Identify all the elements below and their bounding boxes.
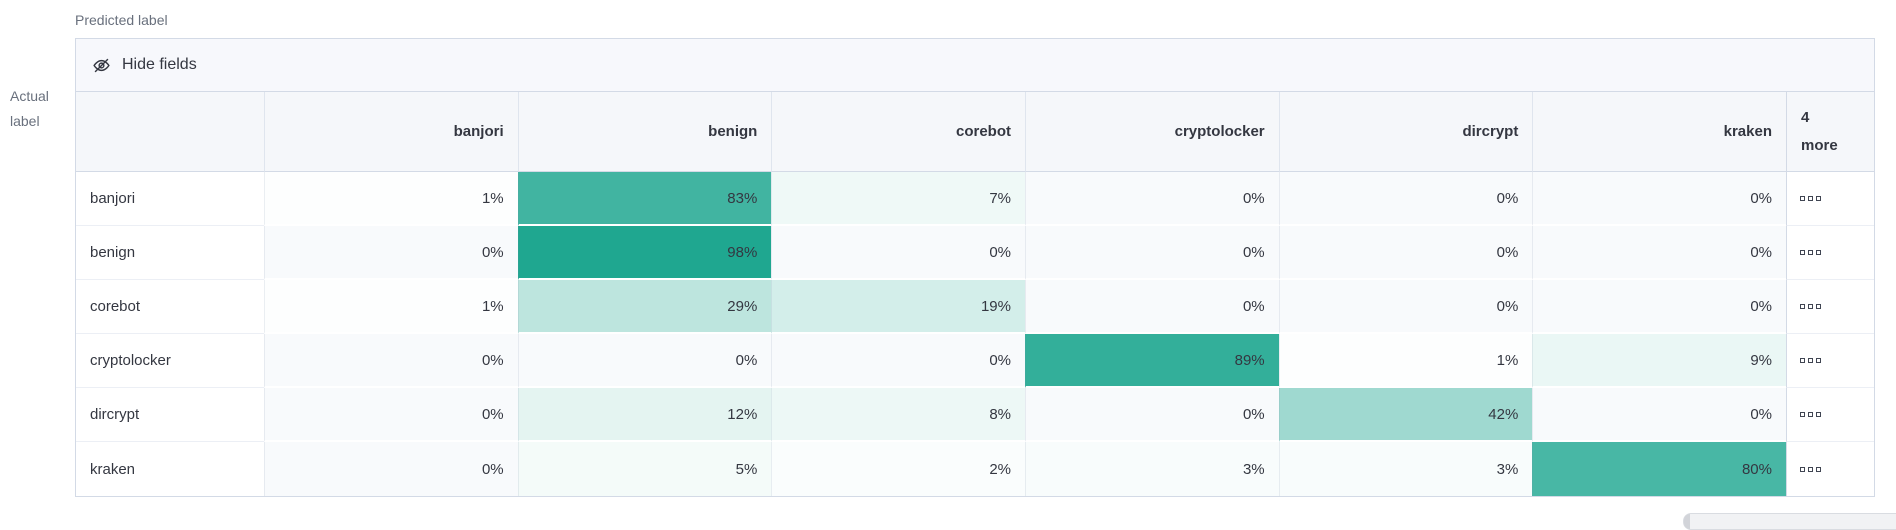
row-label-benign[interactable]: benign <box>76 226 264 280</box>
row-label-banjori[interactable]: banjori <box>76 172 264 226</box>
cell-benign-banjori[interactable]: 0% <box>264 226 518 280</box>
cell-kraken-cryptolocker[interactable]: 3% <box>1025 442 1279 496</box>
cell-dircrypt-benign[interactable]: 12% <box>517 388 772 442</box>
corner-header-cell <box>76 92 264 172</box>
cell-kraken-banjori[interactable]: 0% <box>264 442 518 496</box>
more-columns-cell[interactable] <box>1786 226 1874 280</box>
predicted-label: Predicted label <box>75 12 168 28</box>
actual-label: Actual label <box>10 88 49 129</box>
cell-cryptolocker-kraken[interactable]: 9% <box>1532 334 1786 388</box>
cell-dircrypt-cryptolocker[interactable]: 0% <box>1025 388 1279 442</box>
row-label-dircrypt[interactable]: dircrypt <box>76 388 264 442</box>
cell-cryptolocker-corebot[interactable]: 0% <box>771 334 1025 388</box>
boxes-horizontal-icon <box>1800 250 1821 255</box>
boxes-horizontal-icon <box>1800 466 1821 472</box>
cell-dircrypt-kraken[interactable]: 0% <box>1532 388 1786 442</box>
cell-dircrypt-corebot[interactable]: 8% <box>771 388 1025 442</box>
cell-benign-dircrypt[interactable]: 0% <box>1278 226 1533 280</box>
more-columns-cell[interactable] <box>1786 388 1874 442</box>
boxes-horizontal-icon <box>1800 412 1821 417</box>
cell-corebot-banjori[interactable]: 1% <box>264 280 518 334</box>
cell-kraken-corebot[interactable]: 2% <box>771 442 1025 496</box>
cell-cryptolocker-dircrypt[interactable]: 1% <box>1278 334 1533 388</box>
cell-banjori-dircrypt[interactable]: 0% <box>1278 172 1533 226</box>
more-columns-cell[interactable] <box>1786 334 1874 388</box>
cell-banjori-benign[interactable]: 83% <box>517 172 772 226</box>
boxes-horizontal-icon <box>1800 196 1821 201</box>
cell-corebot-cryptolocker[interactable]: 0% <box>1025 280 1279 334</box>
cell-dircrypt-banjori[interactable]: 0% <box>264 388 518 442</box>
column-header-cryptolocker[interactable]: cryptolocker <box>1025 92 1279 172</box>
cell-kraken-kraken[interactable]: 80% <box>1532 442 1786 496</box>
column-header-kraken[interactable]: kraken <box>1532 92 1786 172</box>
cell-corebot-kraken[interactable]: 0% <box>1532 280 1786 334</box>
boxes-horizontal-icon <box>1800 358 1821 363</box>
eye-closed-icon <box>92 56 111 75</box>
column-header-benign[interactable]: benign <box>517 92 772 172</box>
cell-corebot-corebot[interactable]: 19% <box>771 280 1025 334</box>
confusion-matrix-table: Hide fields banjori benign corebot cryptolo… <box>75 38 1875 497</box>
hide-fields-button[interactable]: Hide fields <box>76 39 1874 92</box>
row-label-kraken[interactable]: kraken <box>76 442 264 496</box>
cell-cryptolocker-cryptolocker[interactable]: 89% <box>1025 334 1279 388</box>
cell-banjori-corebot[interactable]: 7% <box>771 172 1025 226</box>
cell-cryptolocker-benign[interactable]: 0% <box>517 334 772 388</box>
cell-benign-cryptolocker[interactable]: 0% <box>1025 226 1279 280</box>
row-label-corebot[interactable]: corebot <box>76 280 264 334</box>
cell-banjori-cryptolocker[interactable]: 0% <box>1025 172 1279 226</box>
cell-benign-kraken[interactable]: 0% <box>1532 226 1786 280</box>
cell-corebot-benign[interactable]: 29% <box>517 280 772 334</box>
cell-kraken-benign[interactable]: 5% <box>517 442 772 496</box>
cell-kraken-dircrypt[interactable]: 3% <box>1278 442 1533 496</box>
more-columns-cell[interactable] <box>1786 280 1874 334</box>
more-columns-cell[interactable] <box>1786 172 1874 226</box>
horizontal-scrollbar[interactable] <box>1683 513 1896 530</box>
more-columns-cell[interactable] <box>1786 442 1874 496</box>
row-label-cryptolocker[interactable]: cryptolocker <box>76 334 264 388</box>
cell-banjori-banjori[interactable]: 1% <box>264 172 518 226</box>
column-header-corebot[interactable]: corebot <box>771 92 1025 172</box>
cell-dircrypt-dircrypt[interactable]: 42% <box>1278 388 1533 442</box>
column-header-more[interactable]: 4 more <box>1786 92 1874 172</box>
cell-benign-benign[interactable]: 98% <box>517 226 772 280</box>
boxes-horizontal-icon <box>1800 304 1821 309</box>
column-header-dircrypt[interactable]: dircrypt <box>1278 92 1533 172</box>
cell-banjori-kraken[interactable]: 0% <box>1532 172 1786 226</box>
cell-cryptolocker-banjori[interactable]: 0% <box>264 334 518 388</box>
cell-benign-corebot[interactable]: 0% <box>771 226 1025 280</box>
column-header-banjori[interactable]: banjori <box>264 92 518 172</box>
cell-corebot-dircrypt[interactable]: 0% <box>1278 280 1533 334</box>
hide-fields-label: Hide fields <box>122 56 197 73</box>
